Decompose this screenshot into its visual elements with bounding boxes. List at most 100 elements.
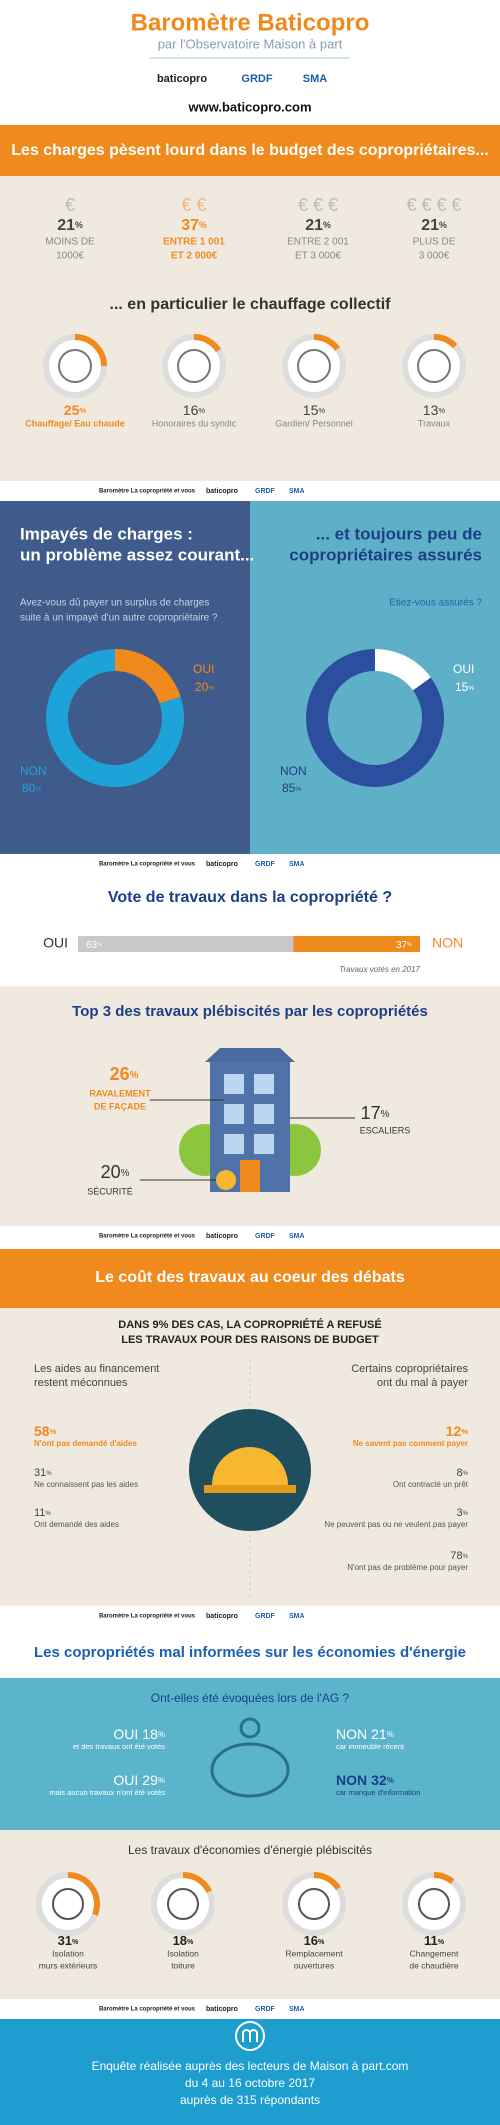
percent-sign: % — [295, 786, 301, 793]
label: Certains copropriétaires — [351, 1363, 468, 1375]
section-title: Top 3 des travaux plébiscités par les co… — [72, 1003, 428, 1020]
question: Ont-elles été évoquées lors de l'AG ? — [151, 1691, 350, 1705]
strip-logo: SMA — [289, 488, 305, 495]
label: N'ont pas de problème pour payer — [347, 1563, 468, 1572]
label: Ne connaissent pas les aides — [34, 1480, 138, 1489]
label: DE FAÇADE — [94, 1101, 146, 1111]
percent-sign: % — [318, 1938, 325, 1946]
value: 18 — [142, 1726, 158, 1742]
label: ET 2 000€ — [171, 251, 218, 262]
footer-strip — [0, 1226, 500, 1246]
percentage: 16% — [304, 1933, 325, 1948]
label: ET 3 000€ — [295, 251, 341, 262]
percent-sign: % — [463, 1554, 469, 1560]
label: Travaux — [418, 418, 451, 428]
label: 3 000€ — [419, 251, 450, 262]
section-title: ... et toujours peu de — [316, 524, 482, 543]
window — [224, 1134, 244, 1154]
arc-segment — [74, 334, 107, 367]
roof — [205, 1048, 295, 1062]
label: Chauffage/ Eau chaude — [25, 418, 125, 428]
percentage: 58% — [34, 1423, 57, 1439]
percentage: 8% — [456, 1467, 468, 1479]
label: suite à un impayé d'un autre copropriéta… — [20, 613, 218, 624]
percent-sign: % — [79, 406, 86, 415]
percent-sign: % — [35, 786, 41, 793]
answer-label: NON — [336, 1772, 367, 1788]
label: Honoraires du syndic — [152, 418, 237, 428]
strip-logo: GRDF — [255, 1233, 276, 1240]
ring-track — [402, 1872, 466, 1936]
label: ont du mal à payer — [377, 1377, 468, 1389]
percentage: 21% — [421, 217, 447, 234]
icon — [167, 1888, 199, 1920]
answer-label: OUI — [113, 1772, 138, 1788]
label: ESCALIERS — [360, 1125, 411, 1135]
label: Isolation — [167, 1948, 199, 1958]
strip-logo: GRDF — [255, 861, 276, 868]
percentage: 18% — [173, 1933, 194, 1948]
label: DANS 9% DES CAS, LA COPROPRIÉTÉ A REFUSÉ — [118, 1318, 381, 1331]
percent-sign: % — [323, 220, 331, 230]
percent-sign: % — [97, 942, 102, 948]
coin — [239, 1717, 261, 1739]
percent-sign: % — [381, 1109, 390, 1120]
percentage: 21% — [57, 217, 83, 234]
section-title: Les travaux d'économies d'énergie plébis… — [128, 1843, 372, 1857]
banner-title: Les charges pèsent lourd dans le budget … — [11, 142, 488, 159]
label: toiture — [171, 1960, 195, 1970]
percentage: 3% — [456, 1507, 468, 1519]
percent-sign: % — [468, 685, 474, 692]
percentage: 85% — [282, 781, 301, 795]
percentage: 21% — [305, 217, 331, 234]
percent-sign: % — [130, 1070, 139, 1081]
logo-mark — [235, 2021, 265, 2051]
value: 37 — [181, 217, 199, 234]
percent-sign: % — [439, 220, 447, 230]
helmet-brim — [204, 1485, 296, 1493]
label: LES TRAVAUX POUR DES RAISONS DE BUDGET — [121, 1334, 379, 1346]
percentage: 63% — [86, 940, 102, 951]
label: Ont contracté un prêt — [393, 1480, 469, 1489]
percent-sign: % — [438, 1938, 445, 1946]
percent-sign: % — [75, 220, 83, 230]
section-title: Impayés de charges : — [20, 524, 193, 543]
url: www.baticopro.com — [187, 99, 311, 114]
arc-segment — [46, 649, 184, 787]
value: 31 — [58, 1933, 72, 1948]
banner — [0, 125, 500, 176]
percent-sign: % — [158, 1730, 165, 1739]
footer-strip — [0, 1999, 500, 2019]
logo: SMA — [303, 73, 328, 85]
arc-segment — [306, 649, 444, 787]
window — [254, 1134, 274, 1154]
label: RAVALEMENT — [89, 1088, 151, 1098]
label: ouvertures — [294, 1960, 334, 1970]
percent-sign: % — [387, 1776, 394, 1785]
footer-strip — [0, 1606, 500, 1626]
answer-label: NON — [336, 1726, 367, 1742]
strip-logo: baticopro — [206, 861, 238, 868]
logo-mark — [242, 2029, 258, 2042]
strip-logo: baticopro — [206, 1613, 238, 1620]
strip-logo: GRDF — [255, 488, 276, 495]
window — [254, 1074, 274, 1094]
value: 20 — [195, 680, 209, 694]
percent-sign: % — [208, 685, 214, 692]
label: Etiez-vous assurés ? — [389, 598, 482, 609]
subtitle: par l'Observatoire Maison à part — [158, 36, 343, 51]
value: 15 — [303, 402, 319, 418]
percentage: 37% — [396, 940, 412, 951]
icon — [297, 349, 331, 383]
value: 80 — [22, 781, 36, 795]
window — [254, 1104, 274, 1124]
percentage: 11% — [34, 1507, 51, 1519]
background — [0, 1678, 500, 1830]
percent-sign: % — [438, 406, 445, 415]
label: Avez-vous dû payer un surplus de charges — [20, 598, 209, 609]
value: 58 — [34, 1423, 50, 1439]
bar-label: OUI — [43, 935, 68, 951]
piggy — [210, 1742, 290, 1798]
label: car immeuble récent — [336, 1742, 405, 1751]
